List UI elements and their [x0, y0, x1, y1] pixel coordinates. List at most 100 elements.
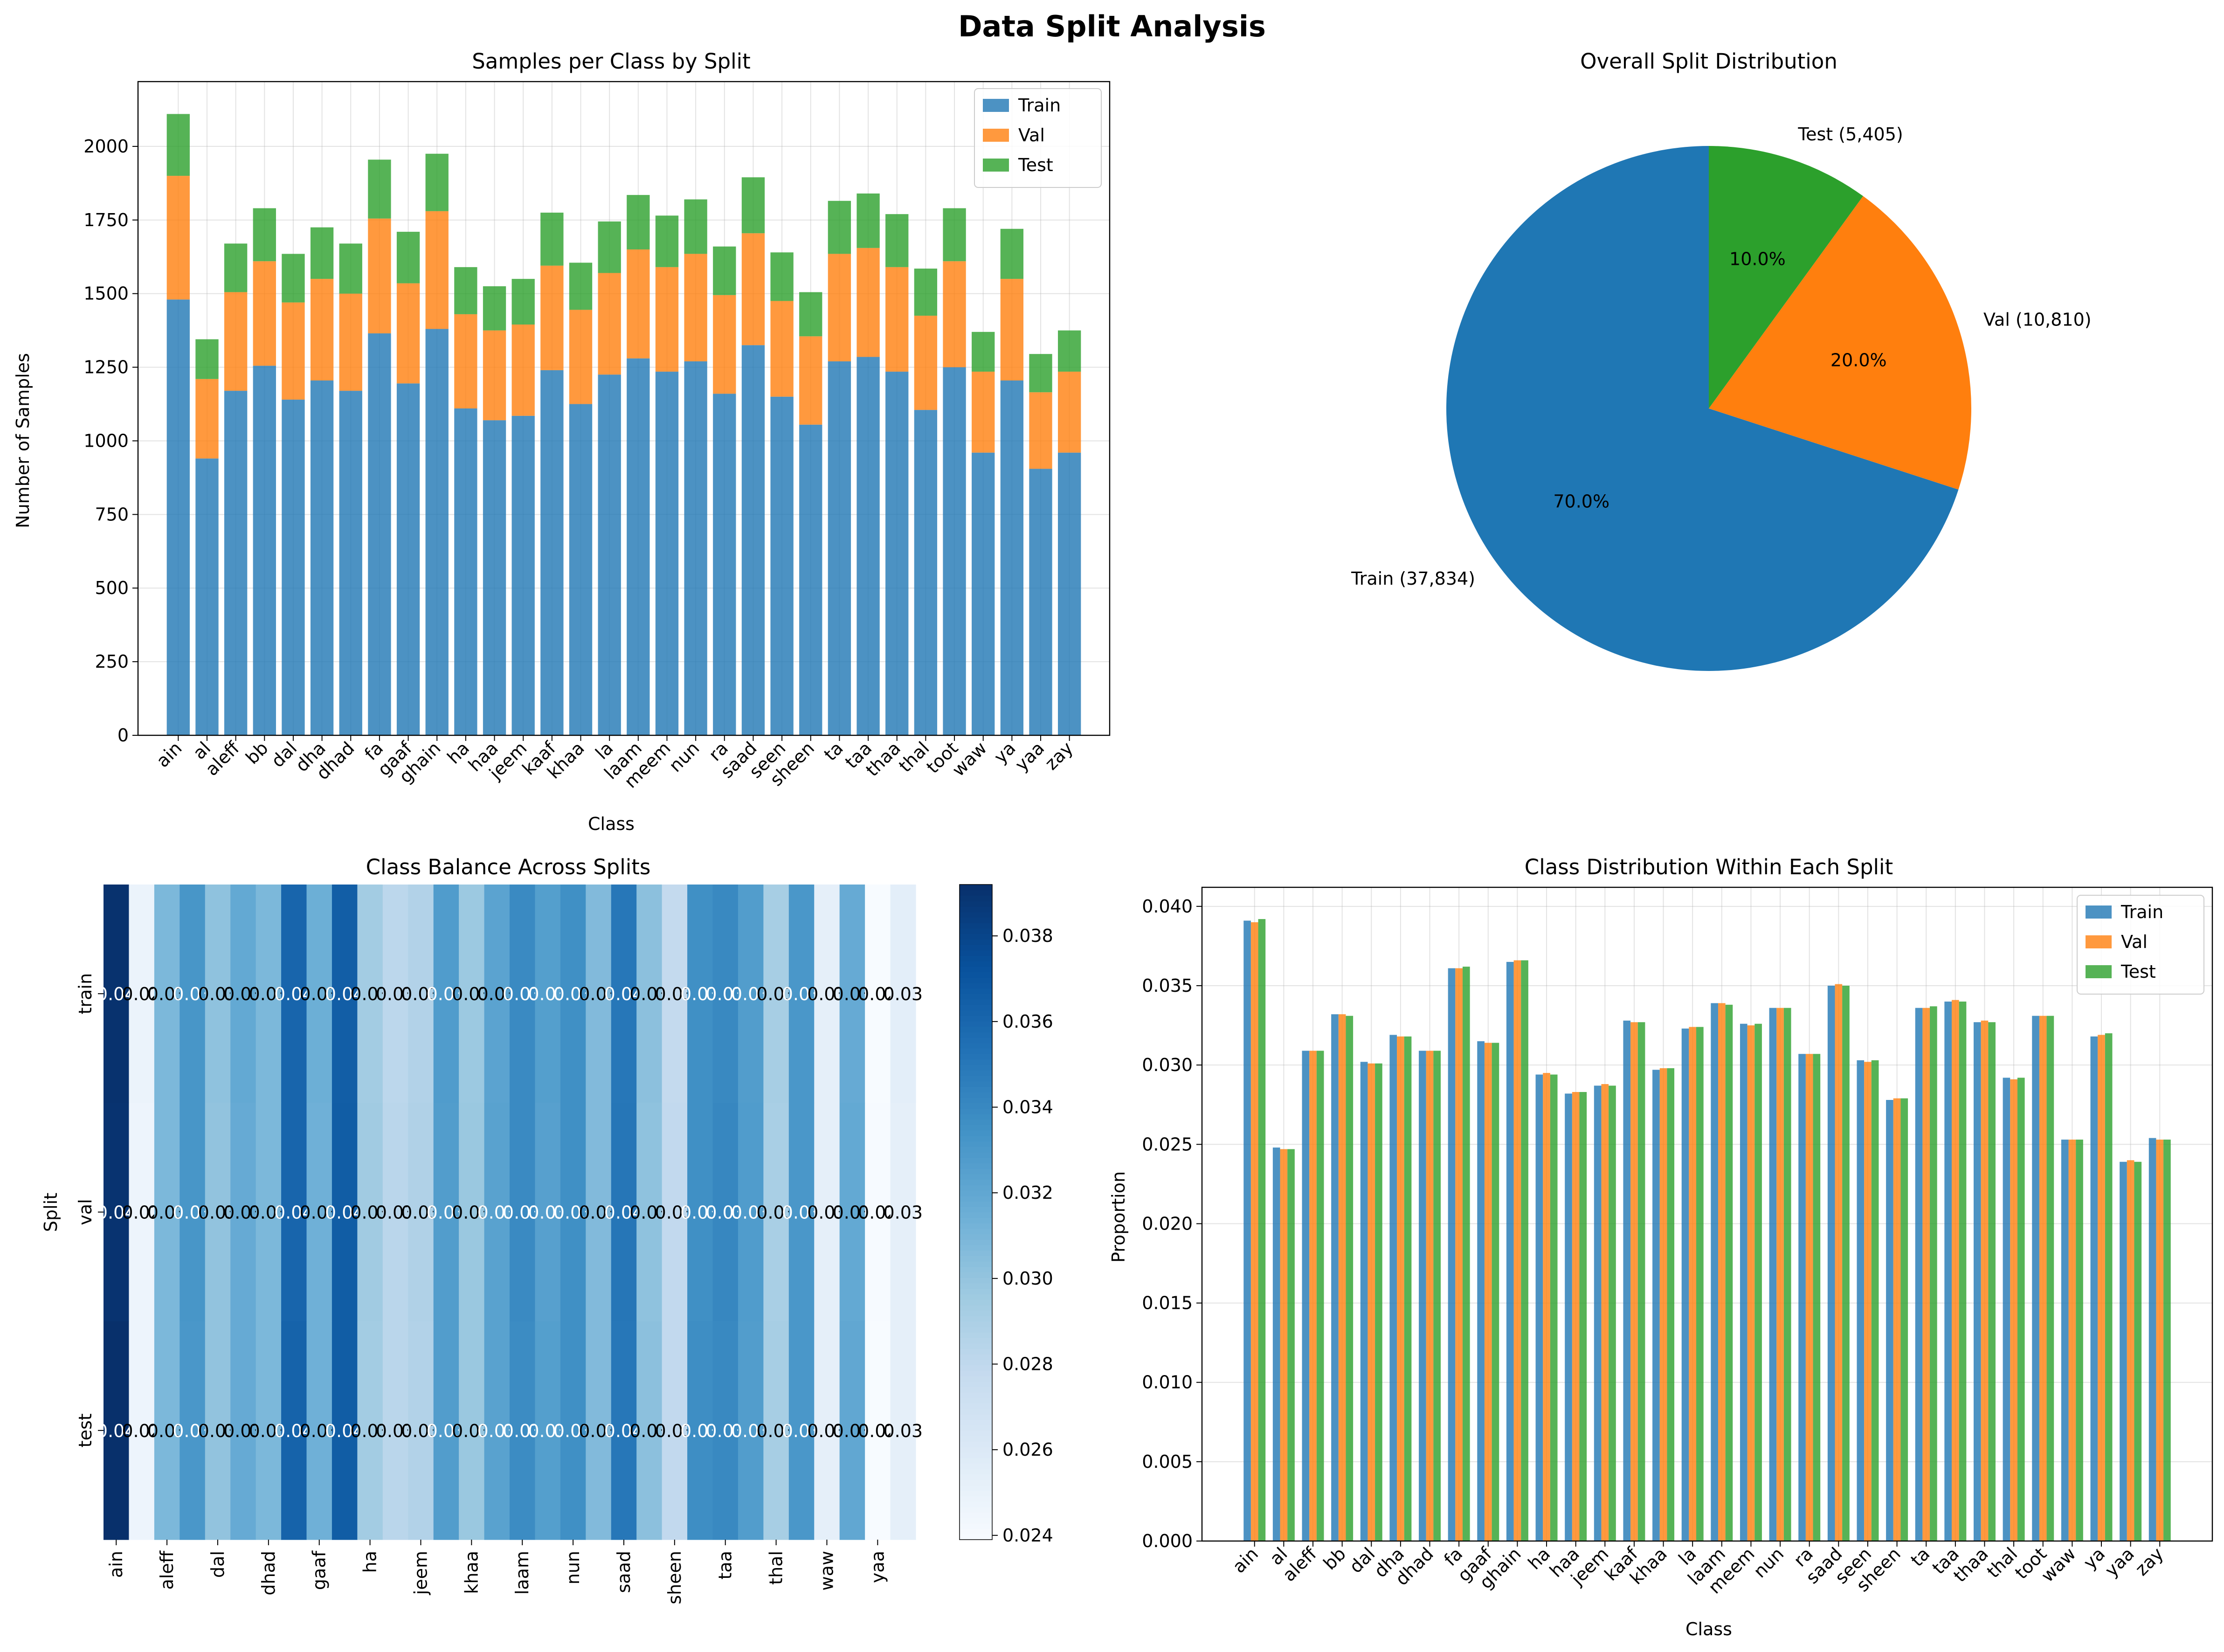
- heatmap-cell-train-sheen: [662, 885, 688, 1103]
- heatmap-cell-test-ha: [357, 1321, 383, 1540]
- heatmap-ytick-label-test: test: [75, 1413, 96, 1447]
- colorbar-segment: [960, 1206, 992, 1213]
- chart1-bar-test-khaa: [569, 263, 593, 310]
- heatmap-cell-test-gaaf: [306, 1321, 332, 1540]
- chart1-bar-val-ra: [713, 295, 736, 394]
- heatmap-cell-train-waw: [814, 885, 840, 1103]
- chart4-ytick-label: 0.005: [1142, 1452, 1193, 1472]
- colorbar-segment: [960, 885, 992, 891]
- colorbar-tick-label: 0.026: [1002, 1439, 1053, 1460]
- heatmap-cell-test-seen: [636, 1321, 663, 1540]
- heatmap-cell-test-jeem: [408, 1321, 434, 1540]
- chart4-bar-train-bb: [1331, 1014, 1339, 1541]
- colorbar-segment: [960, 1032, 992, 1038]
- heatmap-cell-val-taa: [712, 1103, 739, 1322]
- colorbar-tick-label: 0.038: [1002, 926, 1053, 946]
- chart4-xlabel: Class: [1685, 1619, 1732, 1639]
- heatmap-cell-test-yaa: [865, 1321, 891, 1540]
- heatmap-cell-train-seen: [636, 885, 663, 1103]
- chart4-axes-frame: [1201, 886, 2213, 1542]
- colorbar-frame: [959, 884, 993, 1540]
- colorbar-segment: [960, 1157, 992, 1163]
- chart4-bar-train-dhad: [1419, 1051, 1426, 1541]
- chart1-bar-test-dhad: [339, 243, 362, 294]
- chart4-bar-val-seen: [1864, 1062, 1872, 1541]
- colorbar-tick-label: 0.032: [1002, 1182, 1053, 1203]
- colorbar-segment: [960, 1534, 992, 1540]
- colorbar-segment: [960, 1446, 992, 1453]
- chart4-bar-val-fa: [1455, 968, 1463, 1541]
- heatmap-cell-train-jeem: [408, 885, 434, 1103]
- colorbar-segment: [960, 1332, 992, 1338]
- chart4-bar-test-ya: [2105, 1033, 2113, 1541]
- chart1-bar-test-dal: [282, 254, 305, 303]
- colorbar-segment: [960, 1048, 992, 1054]
- colorbar-segment: [960, 906, 992, 912]
- chart1-bar-val-ain: [166, 176, 190, 300]
- chart4-ytick-label: 0.035: [1142, 975, 1193, 996]
- heatmap-cell-train-taa: [712, 885, 739, 1103]
- chart4-bar-test-al: [1287, 1149, 1295, 1541]
- colorbar-segment: [960, 955, 992, 961]
- chart4-bar-test-nun: [1783, 1008, 1791, 1541]
- heatmap-cell-test-thal: [763, 1321, 789, 1540]
- chart4-ytick-label: 0.015: [1142, 1293, 1193, 1313]
- colorbar-segment: [960, 1354, 992, 1360]
- heatmap-cell-val-saad: [611, 1103, 637, 1322]
- colorbar-segment: [960, 977, 992, 983]
- chart3-ylabel: Split: [41, 1193, 61, 1232]
- chart4-bar-test-dal: [1375, 1063, 1382, 1541]
- chart4-bar-val-haa: [1572, 1092, 1580, 1541]
- chart1-bar-val-dha: [310, 279, 334, 381]
- chart1-title: Samples per Class by Split: [472, 49, 751, 74]
- chart1-bar-test-nun: [684, 199, 707, 254]
- chart4-bar-train-laam: [1711, 1003, 1718, 1541]
- chart1-bar-train-kaaf: [540, 370, 564, 735]
- chart4-bar-test-haa: [1579, 1092, 1587, 1541]
- heatmap-xtick-label-ha: ha: [360, 1551, 380, 1573]
- colorbar-segment: [960, 1452, 992, 1458]
- chart1-bar-val-yaa: [1029, 392, 1052, 469]
- colorbar-segment: [960, 1403, 992, 1409]
- colorbar-segment: [960, 1278, 992, 1284]
- colorbar-segment: [960, 1283, 992, 1289]
- heatmap-cell-label: 0.03: [883, 1203, 923, 1223]
- pie-label-val: Val (10,810): [1983, 310, 2092, 330]
- heatmap-cell-test-ghain: [332, 1321, 358, 1540]
- chart1-bar-train-ghain: [425, 329, 449, 735]
- chart1-bar-val-haa: [483, 330, 506, 421]
- colorbar-segment: [960, 1359, 992, 1366]
- heatmap-cell-test-waw: [814, 1321, 840, 1540]
- heatmap-cell-val-waw: [814, 1103, 840, 1322]
- chart1-ytick-label: 500: [95, 578, 129, 598]
- colorbar-segment: [960, 1064, 992, 1071]
- chart1-bar-train-ain: [166, 299, 190, 735]
- heatmap-cell-val-bb: [180, 1103, 206, 1322]
- chart4-bar-train-aleff: [1302, 1051, 1310, 1541]
- chart4-bar-test-thaa: [1988, 1022, 1996, 1541]
- heatmap-cell-test-ain: [104, 1321, 130, 1540]
- chart4-bar-val-ra: [1805, 1054, 1813, 1541]
- chart4-bar-test-waw: [2076, 1140, 2083, 1541]
- chart4-title: Class Distribution Within Each Split: [1525, 855, 1893, 879]
- chart4-bar-val-dal: [1368, 1063, 1375, 1541]
- colorbar-segment: [960, 1244, 992, 1251]
- colorbar-segment: [960, 1409, 992, 1415]
- colorbar-segment: [960, 1256, 992, 1262]
- colorbar-segment: [960, 1119, 992, 1125]
- heatmap-xtick-label-aleff: aleff: [157, 1550, 177, 1590]
- colorbar-segment: [960, 1376, 992, 1382]
- pie-pct-label-val: 20.0%: [1830, 350, 1887, 371]
- chart4-bar-val-taa: [1952, 1000, 1959, 1541]
- colorbar-tick-label: 0.034: [1002, 1097, 1053, 1118]
- chart1-bar-val-jeem: [511, 325, 535, 416]
- chart2-title: Overall Split Distribution: [1580, 49, 1837, 74]
- chart1-bar-train-dhad: [339, 391, 362, 735]
- chart4-bar-train-yaa: [2120, 1161, 2127, 1541]
- colorbar-segment: [960, 1141, 992, 1147]
- chart1-bar-val-ya: [1000, 279, 1024, 381]
- colorbar-segment: [960, 1397, 992, 1404]
- colorbar-segment: [960, 1184, 992, 1191]
- chart1-bar-train-saad: [741, 345, 765, 735]
- chart1-bar-test-saad: [741, 177, 765, 234]
